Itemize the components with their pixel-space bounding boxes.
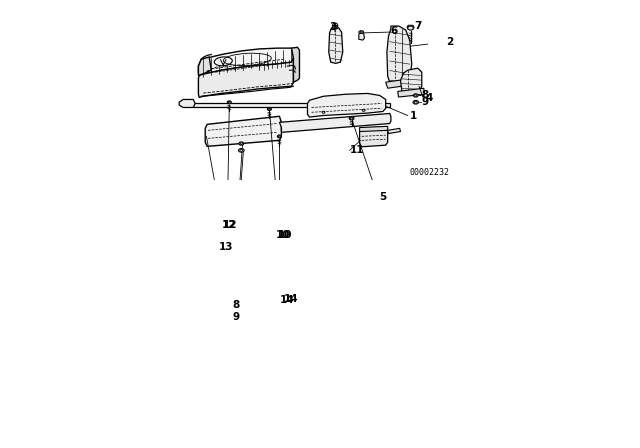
- Text: 9: 9: [422, 97, 429, 107]
- Polygon shape: [179, 99, 195, 108]
- Polygon shape: [388, 128, 401, 134]
- Polygon shape: [397, 88, 424, 97]
- Ellipse shape: [413, 100, 419, 104]
- Ellipse shape: [240, 143, 243, 144]
- Text: 1: 1: [410, 111, 417, 121]
- Ellipse shape: [350, 117, 353, 119]
- Polygon shape: [360, 126, 388, 132]
- Polygon shape: [387, 26, 412, 84]
- Text: 14: 14: [280, 295, 295, 305]
- Ellipse shape: [322, 111, 325, 113]
- Ellipse shape: [227, 101, 231, 103]
- Text: 10: 10: [275, 230, 290, 240]
- Polygon shape: [360, 127, 388, 147]
- Ellipse shape: [278, 136, 280, 137]
- Ellipse shape: [408, 26, 413, 30]
- Ellipse shape: [359, 30, 364, 34]
- Ellipse shape: [268, 108, 271, 111]
- Ellipse shape: [332, 26, 338, 29]
- Ellipse shape: [360, 31, 362, 33]
- Polygon shape: [386, 78, 416, 88]
- Ellipse shape: [349, 116, 354, 120]
- Polygon shape: [407, 25, 414, 29]
- Ellipse shape: [333, 26, 337, 28]
- Ellipse shape: [268, 108, 270, 110]
- Ellipse shape: [228, 102, 230, 103]
- Text: 2: 2: [446, 37, 454, 47]
- Text: 8: 8: [422, 90, 429, 100]
- Text: 8: 8: [232, 300, 239, 310]
- Polygon shape: [401, 68, 422, 94]
- Polygon shape: [198, 58, 294, 98]
- Text: 00002232: 00002232: [410, 168, 450, 177]
- Text: 4: 4: [426, 93, 433, 103]
- Ellipse shape: [362, 109, 365, 111]
- Ellipse shape: [239, 149, 244, 152]
- Polygon shape: [359, 33, 364, 40]
- Polygon shape: [291, 47, 300, 82]
- Polygon shape: [198, 57, 211, 75]
- Polygon shape: [332, 23, 338, 27]
- Text: 13: 13: [218, 241, 233, 252]
- Text: 9: 9: [232, 312, 239, 322]
- Text: 10: 10: [277, 230, 292, 240]
- Polygon shape: [198, 48, 294, 75]
- Ellipse shape: [240, 149, 243, 151]
- Text: 14: 14: [284, 294, 298, 304]
- Polygon shape: [329, 28, 343, 63]
- Polygon shape: [205, 116, 282, 146]
- Text: 12: 12: [222, 220, 237, 229]
- Ellipse shape: [239, 142, 244, 145]
- Text: 5: 5: [380, 192, 387, 202]
- Ellipse shape: [414, 101, 417, 103]
- Polygon shape: [307, 94, 386, 117]
- Text: 7: 7: [413, 21, 421, 31]
- Ellipse shape: [413, 94, 418, 97]
- Text: 6: 6: [390, 26, 397, 36]
- Polygon shape: [280, 113, 391, 132]
- Polygon shape: [193, 103, 390, 108]
- Ellipse shape: [214, 57, 232, 66]
- Ellipse shape: [277, 135, 282, 138]
- Text: 3: 3: [330, 22, 337, 32]
- Text: 11: 11: [349, 146, 364, 155]
- Ellipse shape: [415, 95, 417, 96]
- Text: 12: 12: [223, 220, 238, 229]
